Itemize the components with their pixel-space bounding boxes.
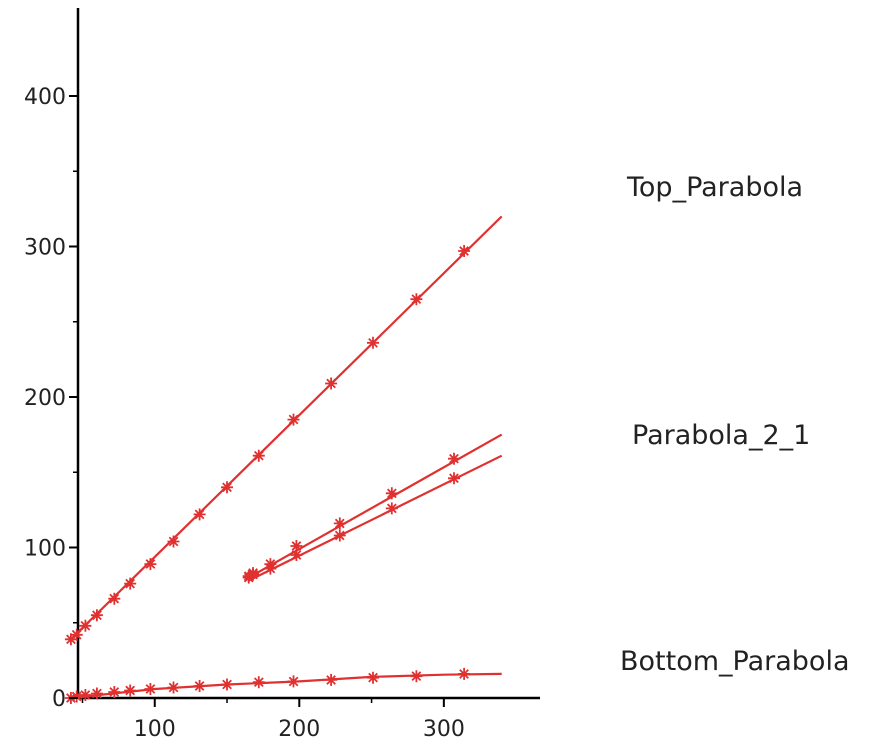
data-point (367, 671, 379, 684)
data-point (108, 686, 121, 698)
series-line (70, 215, 503, 641)
series-layer (64, 215, 503, 704)
data-point (79, 619, 92, 632)
data-point (70, 628, 83, 641)
data-point (333, 517, 346, 530)
data-point (458, 667, 471, 680)
y-tick-label: 200 (24, 386, 66, 411)
data-point (290, 549, 303, 561)
x-tick-label: 200 (278, 717, 320, 742)
series-line (248, 433, 503, 579)
y-tick-label: 400 (24, 85, 66, 110)
data-point (64, 633, 77, 646)
data-point (167, 681, 180, 694)
data-point (167, 535, 180, 548)
x-tick-label: 300 (423, 717, 465, 742)
y-tick-label: 300 (24, 236, 66, 261)
data-point (193, 508, 206, 521)
data-point (90, 687, 103, 700)
data-point (252, 449, 265, 462)
data-point (287, 413, 300, 426)
data-point (448, 452, 460, 465)
data-point (290, 540, 303, 552)
data-point (333, 529, 346, 542)
series-line (70, 672, 502, 700)
data-point (287, 675, 300, 688)
data-point (193, 680, 206, 692)
data-point (385, 487, 398, 500)
data-point (124, 577, 137, 590)
annotation-parabola-2-1: Parabola_2_1 (632, 420, 811, 451)
series-1 (242, 433, 503, 583)
annotation-bottom-parabola: Bottom_Parabola (620, 646, 850, 677)
data-point (458, 245, 471, 257)
data-point (410, 293, 423, 306)
tick-layer: 0 100 200 300 400 100 200 300 (24, 85, 465, 742)
data-point (144, 683, 157, 695)
data-point (264, 562, 277, 575)
data-point (79, 689, 92, 701)
data-point (70, 690, 83, 703)
series-line (248, 454, 503, 582)
y-tick-label: 100 (24, 537, 66, 562)
data-point (108, 592, 121, 605)
series-0 (64, 215, 503, 646)
axes (76, 8, 540, 700)
data-point (448, 472, 460, 485)
data-point (221, 678, 233, 691)
y-tick-label: 0 (52, 687, 66, 712)
data-point (124, 684, 137, 697)
data-point (410, 670, 423, 683)
data-point (221, 481, 233, 494)
data-point (325, 377, 338, 390)
annotation-top-parabola: Top_Parabola (627, 172, 804, 203)
data-point (367, 336, 379, 349)
data-point (247, 568, 259, 581)
data-point (252, 676, 265, 689)
data-point (325, 673, 338, 686)
series-2 (242, 454, 503, 584)
series-3 (64, 667, 502, 704)
x-tick-label: 100 (134, 717, 176, 742)
data-point (144, 558, 157, 571)
data-point (90, 609, 103, 622)
data-point (385, 502, 398, 515)
